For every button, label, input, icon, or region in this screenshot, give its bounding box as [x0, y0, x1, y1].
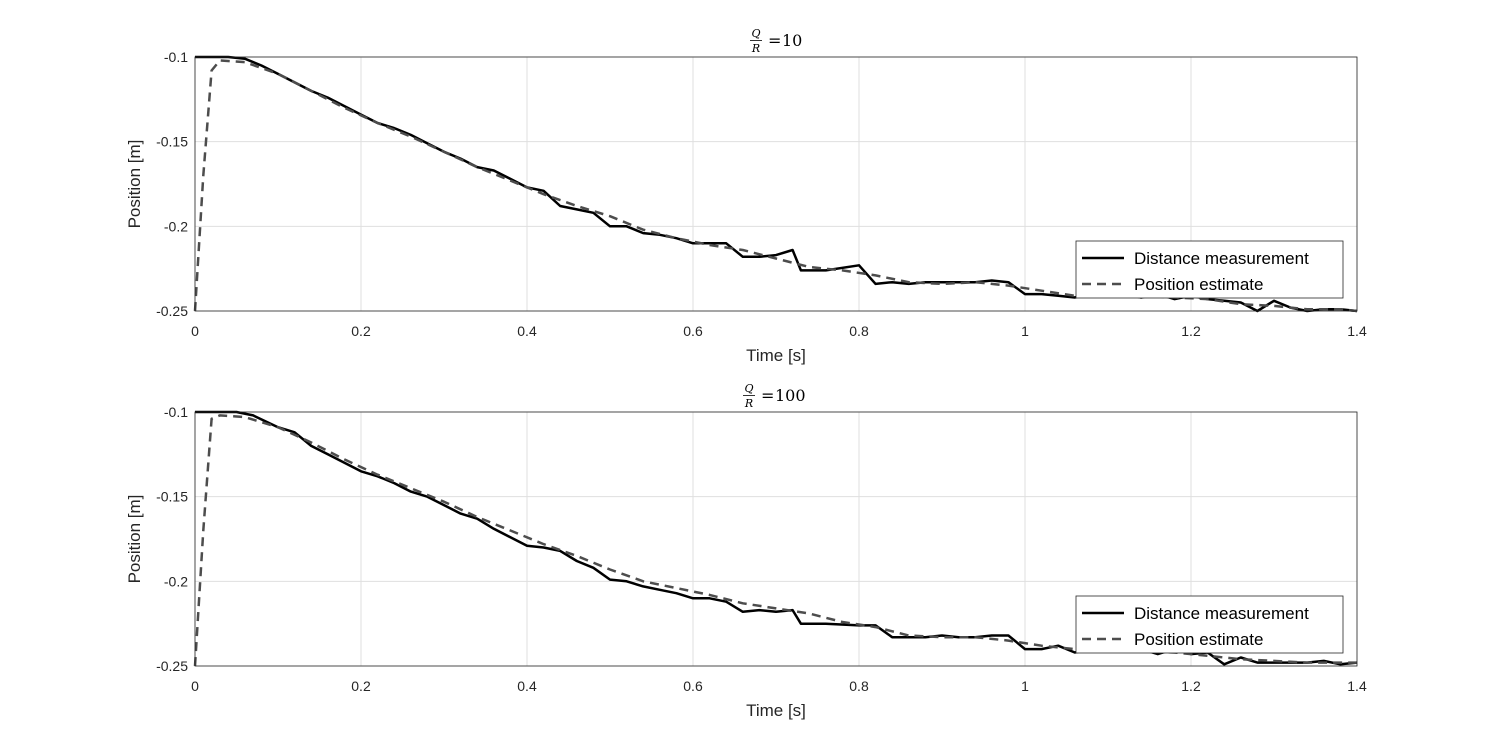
title-equals: =	[768, 31, 781, 50]
x-tick-label: 0.4	[517, 323, 537, 339]
x-tick-label: 1.2	[1181, 323, 1201, 339]
y-tick-label: -0.1	[164, 49, 188, 65]
title-numerator: Q	[744, 382, 753, 395]
x-tick-label: 0.2	[351, 678, 371, 694]
axes-box	[194, 56, 1358, 312]
x-tick-label: 1	[1021, 678, 1029, 694]
y-tick-label: -0.25	[156, 658, 188, 674]
x-tick-label: 0.8	[849, 678, 869, 694]
title-denominator: R	[751, 42, 760, 55]
title-value: 100	[775, 386, 806, 405]
subplot-q-over-r-10: 0 0.2 0.4 0.6 0.8 1 1.2 1.4 -0.1-0.15-0.2-0.25 …	[125, 27, 1367, 365]
legend-label-estimate: Position estimate	[1134, 630, 1263, 649]
x-tick-label: 1.2	[1181, 678, 1201, 694]
x-tick-label: 1	[1021, 323, 1029, 339]
x-tick-label: 0.6	[683, 323, 703, 339]
x-tick-labels: 0 0.2 0.4 0.6 0.8 1 1.2 1.4	[191, 678, 1367, 694]
legend: Distance measurement Position estimate	[1075, 240, 1344, 299]
legend-label-measurement: Distance measurement	[1134, 604, 1309, 623]
x-tick-label: 0.2	[351, 323, 371, 339]
title-value: 10	[782, 31, 802, 50]
y-tick-label: -0.1	[164, 404, 188, 420]
chart-title: Q R = 100	[743, 382, 806, 410]
y-tick-label: -0.15	[156, 134, 188, 150]
y-tick-labels: -0.1 -0.15 -0.2 -0.25	[156, 404, 188, 674]
legend-box	[1075, 595, 1344, 654]
x-tick-label: 0.8	[849, 323, 869, 339]
x-tick-label: 0.4	[517, 678, 537, 694]
x-tick-label: 1.4	[1347, 678, 1367, 694]
y-tick-label: -0.2	[164, 218, 188, 234]
y-tick-label: -0.2	[164, 573, 188, 589]
legend-box	[1075, 240, 1344, 299]
y-tick-labels: -0.1 -0.15 -0.2 -0.25	[156, 49, 188, 319]
legend: Distance measurement Position estimate	[1075, 595, 1344, 654]
chart-title: Q R = 10	[750, 27, 802, 55]
x-tick-label: 0	[191, 678, 199, 694]
axes-box	[194, 411, 1358, 667]
y-axis-label: Position [m]	[125, 495, 144, 584]
legend-label-measurement: Distance measurement	[1134, 249, 1309, 268]
x-tick-label: 0	[191, 323, 199, 339]
y-axis-label: Position [m]	[125, 140, 144, 229]
x-tick-labels: 0 0.2 0.4 0.6 0.8 1 1.2 1.4	[191, 323, 1367, 339]
x-axis-label: Time [s]	[746, 701, 806, 720]
legend-label-estimate: Position estimate	[1134, 275, 1263, 294]
y-tick-label: -0.25	[156, 303, 188, 319]
subplot-q-over-r-100: 0 0.2 0.4 0.6 0.8 1 1.2 1.4 -0.1-0.15-0.2-0.25 …	[125, 382, 1367, 720]
series-line-position-estimate	[193, 414, 1357, 667]
title-denominator: R	[744, 397, 753, 410]
x-tick-label: 0.6	[683, 678, 703, 694]
title-numerator: Q	[751, 27, 760, 40]
y-tick-label: -0.15	[156, 489, 188, 505]
x-tick-label: 1.4	[1347, 323, 1367, 339]
title-equals: =	[761, 386, 774, 405]
x-axis-label: Time [s]	[746, 346, 806, 365]
